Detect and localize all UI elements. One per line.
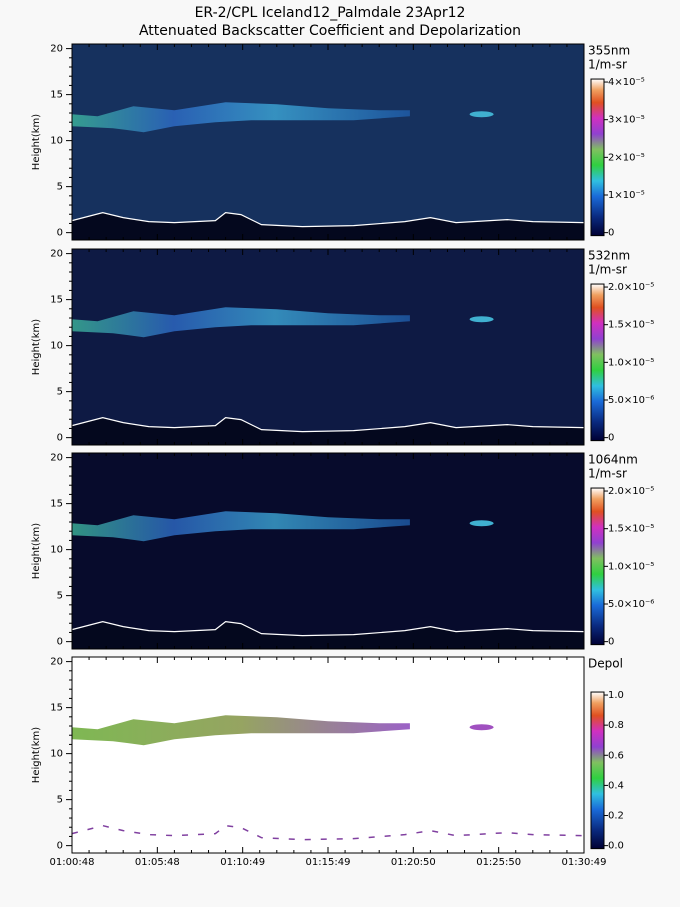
colorbar-label: 1/m-sr (588, 263, 627, 277)
x-tick-label: 01:15:49 (306, 857, 351, 868)
y-tick-label: 15 (50, 90, 63, 101)
colorbar-tick-label: 0.0 (608, 841, 624, 852)
colorbar-tick-label: 5.0×10⁻⁶ (608, 395, 654, 406)
y-axis-label: Height(km) (31, 319, 42, 375)
x-tick-label: 01:10:49 (220, 857, 265, 868)
colorbar-tick-label: 1.5×10⁻⁵ (608, 524, 654, 535)
x-tick-label: 01:20:50 (391, 857, 436, 868)
y-tick-label: 0 (57, 228, 63, 239)
colorbar-tick-label: 0 (608, 637, 614, 648)
colorbar-tick-label: 0.4 (608, 780, 624, 791)
title-line-2: Attenuated Backscatter Coefficient and D… (139, 23, 521, 39)
y-axis-label: Height(km) (31, 727, 42, 783)
colorbar-label: 1/m-sr (588, 58, 627, 72)
colorbar-tick-label: 2.0×10⁻⁵ (608, 486, 654, 497)
colorbar-tick-label: 0.6 (608, 750, 624, 761)
x-tick-label: 01:30:49 (562, 857, 607, 868)
y-tick-label: 10 (50, 545, 63, 556)
cloud-layer (72, 511, 410, 542)
colorbar-label: 532nm (588, 249, 630, 263)
colorbar (590, 283, 605, 442)
colorbar-tick-label: 2.0×10⁻⁵ (608, 282, 654, 293)
surface-line (71, 621, 585, 637)
y-tick-label: 5 (57, 795, 63, 806)
y-tick-label: 20 (50, 453, 63, 464)
y-tick-label: 10 (50, 341, 63, 352)
cloud-layer (72, 307, 410, 338)
cloud-patch (469, 520, 494, 527)
cloud-patch (469, 724, 494, 731)
surface-depol (71, 824, 585, 841)
y-axis-label: Height(km) (31, 523, 42, 579)
colorbar-label: Depol (588, 657, 623, 671)
colorbar (590, 691, 605, 850)
colorbar-tick-label: 1.0×10⁻⁵ (608, 357, 654, 368)
y-tick-label: 0 (57, 637, 63, 648)
y-tick-label: 20 (50, 657, 63, 668)
colorbar-tick-label: 4×10⁻⁵ (608, 77, 645, 88)
surface-line (71, 417, 585, 433)
x-tick-label: 01:05:48 (135, 857, 180, 868)
cloud-patch (469, 111, 494, 118)
y-tick-label: 5 (57, 182, 63, 193)
colorbar (590, 487, 605, 646)
y-tick-label: 0 (57, 841, 63, 852)
y-tick-label: 15 (50, 703, 63, 714)
cloud-layer (72, 715, 410, 746)
colorbar-tick-label: 1.5×10⁻⁵ (608, 320, 654, 331)
cloud-layer (72, 102, 410, 133)
colorbar (590, 78, 605, 237)
surface-line (71, 212, 585, 228)
plot-background (72, 44, 584, 240)
cloud-patch (469, 316, 494, 323)
y-tick-label: 10 (50, 136, 63, 147)
colorbar-label: 355nm (588, 44, 630, 58)
y-tick-label: 0 (57, 433, 63, 444)
y-tick-label: 5 (57, 591, 63, 602)
y-tick-label: 15 (50, 499, 63, 510)
colorbar-tick-label: 0.8 (608, 720, 624, 731)
title-line-1: ER-2/CPL Iceland12_Palmdale 23Apr12 (195, 5, 466, 21)
y-axis-label: Height(km) (31, 114, 42, 170)
colorbar-tick-label: 0 (608, 433, 614, 444)
colorbar-tick-label: 2×10⁻⁵ (608, 152, 645, 163)
plot-background (72, 249, 584, 445)
colorbar-label: 1064nm (588, 453, 638, 467)
y-tick-label: 15 (50, 295, 63, 306)
colorbar-tick-label: 0.2 (608, 811, 624, 822)
y-tick-label: 5 (57, 387, 63, 398)
x-tick-label: 01:25:50 (476, 857, 521, 868)
colorbar-tick-label: 5.0×10⁻⁶ (608, 599, 654, 610)
colorbar-label: 1/m-sr (588, 467, 627, 481)
plot-background (72, 453, 584, 649)
colorbar-tick-label: 1.0 (608, 690, 624, 701)
colorbar-tick-label: 1.0×10⁻⁵ (608, 561, 654, 572)
y-tick-label: 20 (50, 249, 63, 260)
y-tick-label: 20 (50, 44, 63, 55)
colorbar-tick-label: 3×10⁻⁵ (608, 115, 645, 126)
x-tick-label: 01:00:48 (50, 857, 95, 868)
colorbar-tick-label: 0 (608, 228, 614, 239)
colorbar-tick-label: 1×10⁻⁵ (608, 190, 645, 201)
y-tick-label: 10 (50, 749, 63, 760)
plot-background (72, 657, 584, 853)
